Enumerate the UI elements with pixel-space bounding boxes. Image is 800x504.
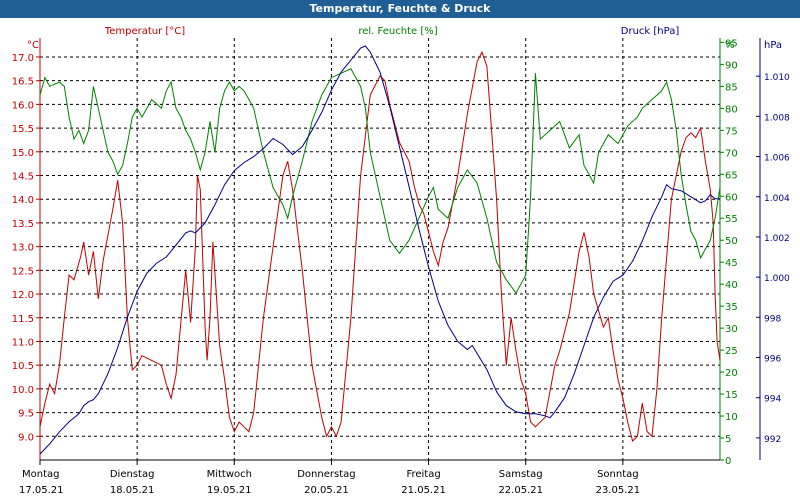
humidity-tick-label: 65 bbox=[725, 170, 738, 181]
humidity-unit-label: % bbox=[725, 40, 735, 51]
temp-tick-label: 17.0 bbox=[12, 53, 34, 64]
x-tick-day-label: Samstag bbox=[499, 469, 543, 480]
pressure-tick-label: 998 bbox=[764, 314, 781, 324]
temp-tick-label: 11.0 bbox=[12, 337, 34, 348]
humidity-tick-label: 40 bbox=[725, 280, 738, 291]
temp-tick-label: 16.0 bbox=[12, 100, 34, 111]
humidity-axis-label: rel. Feuchte [%] bbox=[358, 26, 437, 37]
humidity-tick-label: 90 bbox=[725, 60, 738, 71]
pressure-tick-label: 996 bbox=[764, 355, 781, 365]
temp-tick-label: 11.5 bbox=[12, 314, 34, 325]
x-tick-day-label: Donnerstag bbox=[297, 469, 355, 480]
grid-lines bbox=[40, 38, 720, 460]
temp-tick-label: 15.0 bbox=[12, 148, 34, 159]
humidity-tick-label: 20 bbox=[725, 368, 738, 379]
temp-tick-label: 15.5 bbox=[12, 124, 34, 135]
humidity-tick-label: 0 bbox=[725, 456, 731, 467]
humidity-tick-label: 55 bbox=[725, 214, 738, 225]
series-line-pressure bbox=[39, 45, 720, 455]
temp-tick-label: 13.0 bbox=[12, 243, 34, 254]
x-tick-day-label: Montag bbox=[22, 469, 59, 480]
temp-tick-label: 16.5 bbox=[12, 77, 34, 88]
humidity-tick-label: 75 bbox=[725, 126, 738, 137]
pressure-tick-label: 1.000 bbox=[764, 274, 790, 284]
humidity-tick-label: 5 bbox=[725, 434, 731, 445]
pressure-unit-label: hPa bbox=[764, 40, 782, 51]
temp-tick-label: 9.0 bbox=[18, 432, 34, 443]
series-lines bbox=[39, 45, 721, 455]
pressure-tick-label: 1.008 bbox=[764, 113, 790, 123]
series-line-humidity bbox=[39, 68, 721, 294]
x-tick-day-label: Mittwoch bbox=[207, 469, 252, 480]
temp-tick-label: 13.5 bbox=[12, 219, 34, 230]
humidity-tick-label: 15 bbox=[725, 390, 738, 401]
chart-area: °C Temperatur [°C] rel. Feuchte [%] Druc… bbox=[0, 18, 800, 500]
temp-tick-label: 9.5 bbox=[18, 409, 34, 420]
pressure-tick-label: 992 bbox=[764, 435, 781, 445]
humidity-tick-label: 70 bbox=[725, 148, 738, 159]
temp-tick-label: 12.0 bbox=[12, 290, 34, 301]
pressure-tick-label: 1.010 bbox=[764, 73, 790, 83]
pressure-tick-label: 1.004 bbox=[764, 194, 790, 204]
axes bbox=[36, 38, 761, 465]
humidity-tick-label: 50 bbox=[725, 236, 738, 247]
x-tick-date-label: 18.05.21 bbox=[110, 485, 155, 496]
temp-tick-label: 12.5 bbox=[12, 266, 34, 277]
chart-svg: °C Temperatur [°C] rel. Feuchte [%] Druc… bbox=[12, 26, 790, 496]
humidity-tick-label: 45 bbox=[725, 258, 738, 269]
pressure-tick-label: 1.002 bbox=[764, 234, 790, 244]
chart-title: Temperatur, Feuchte & Druck bbox=[0, 0, 800, 18]
x-tick-date-label: 17.05.21 bbox=[19, 485, 64, 496]
humidity-tick-label: 80 bbox=[725, 104, 738, 115]
tick-labels: 9.0 9.5 10.0 10.5 11.0 11.5 12.0 12.5 13.0 13.5 14… bbox=[12, 38, 790, 496]
x-tick-day-label: Sonntag bbox=[597, 469, 639, 480]
pressure-axis-label: Druck [hPa] bbox=[621, 26, 680, 37]
humidity-tick-label: 25 bbox=[725, 346, 738, 357]
temp-axis-label: Temperatur [°C] bbox=[104, 26, 185, 37]
pressure-tick-label: 994 bbox=[764, 395, 781, 405]
x-tick-date-label: 22.05.21 bbox=[498, 485, 543, 496]
humidity-tick-label: 35 bbox=[725, 302, 738, 313]
x-tick-day-label: Dienstag bbox=[110, 469, 155, 480]
temp-unit-label: °C bbox=[27, 40, 39, 51]
humidity-tick-label: 95 bbox=[725, 38, 738, 49]
humidity-tick-label: 30 bbox=[725, 324, 738, 335]
x-tick-date-label: 23.05.21 bbox=[596, 485, 641, 496]
pressure-tick-label: 1.006 bbox=[764, 154, 790, 164]
x-tick-date-label: 20.05.21 bbox=[304, 485, 349, 496]
x-tick-date-label: 21.05.21 bbox=[401, 485, 446, 496]
humidity-tick-label: 60 bbox=[725, 192, 738, 203]
humidity-tick-label: 10 bbox=[725, 412, 738, 423]
temp-tick-label: 10.0 bbox=[12, 385, 34, 396]
x-tick-date-label: 19.05.21 bbox=[207, 485, 252, 496]
temp-tick-label: 14.0 bbox=[12, 195, 34, 206]
temp-tick-label: 10.5 bbox=[12, 361, 34, 372]
x-tick-day-label: Freitag bbox=[406, 469, 440, 480]
temp-tick-label: 14.5 bbox=[12, 172, 34, 183]
humidity-tick-label: 85 bbox=[725, 82, 738, 93]
series-line-temperature bbox=[39, 50, 721, 442]
